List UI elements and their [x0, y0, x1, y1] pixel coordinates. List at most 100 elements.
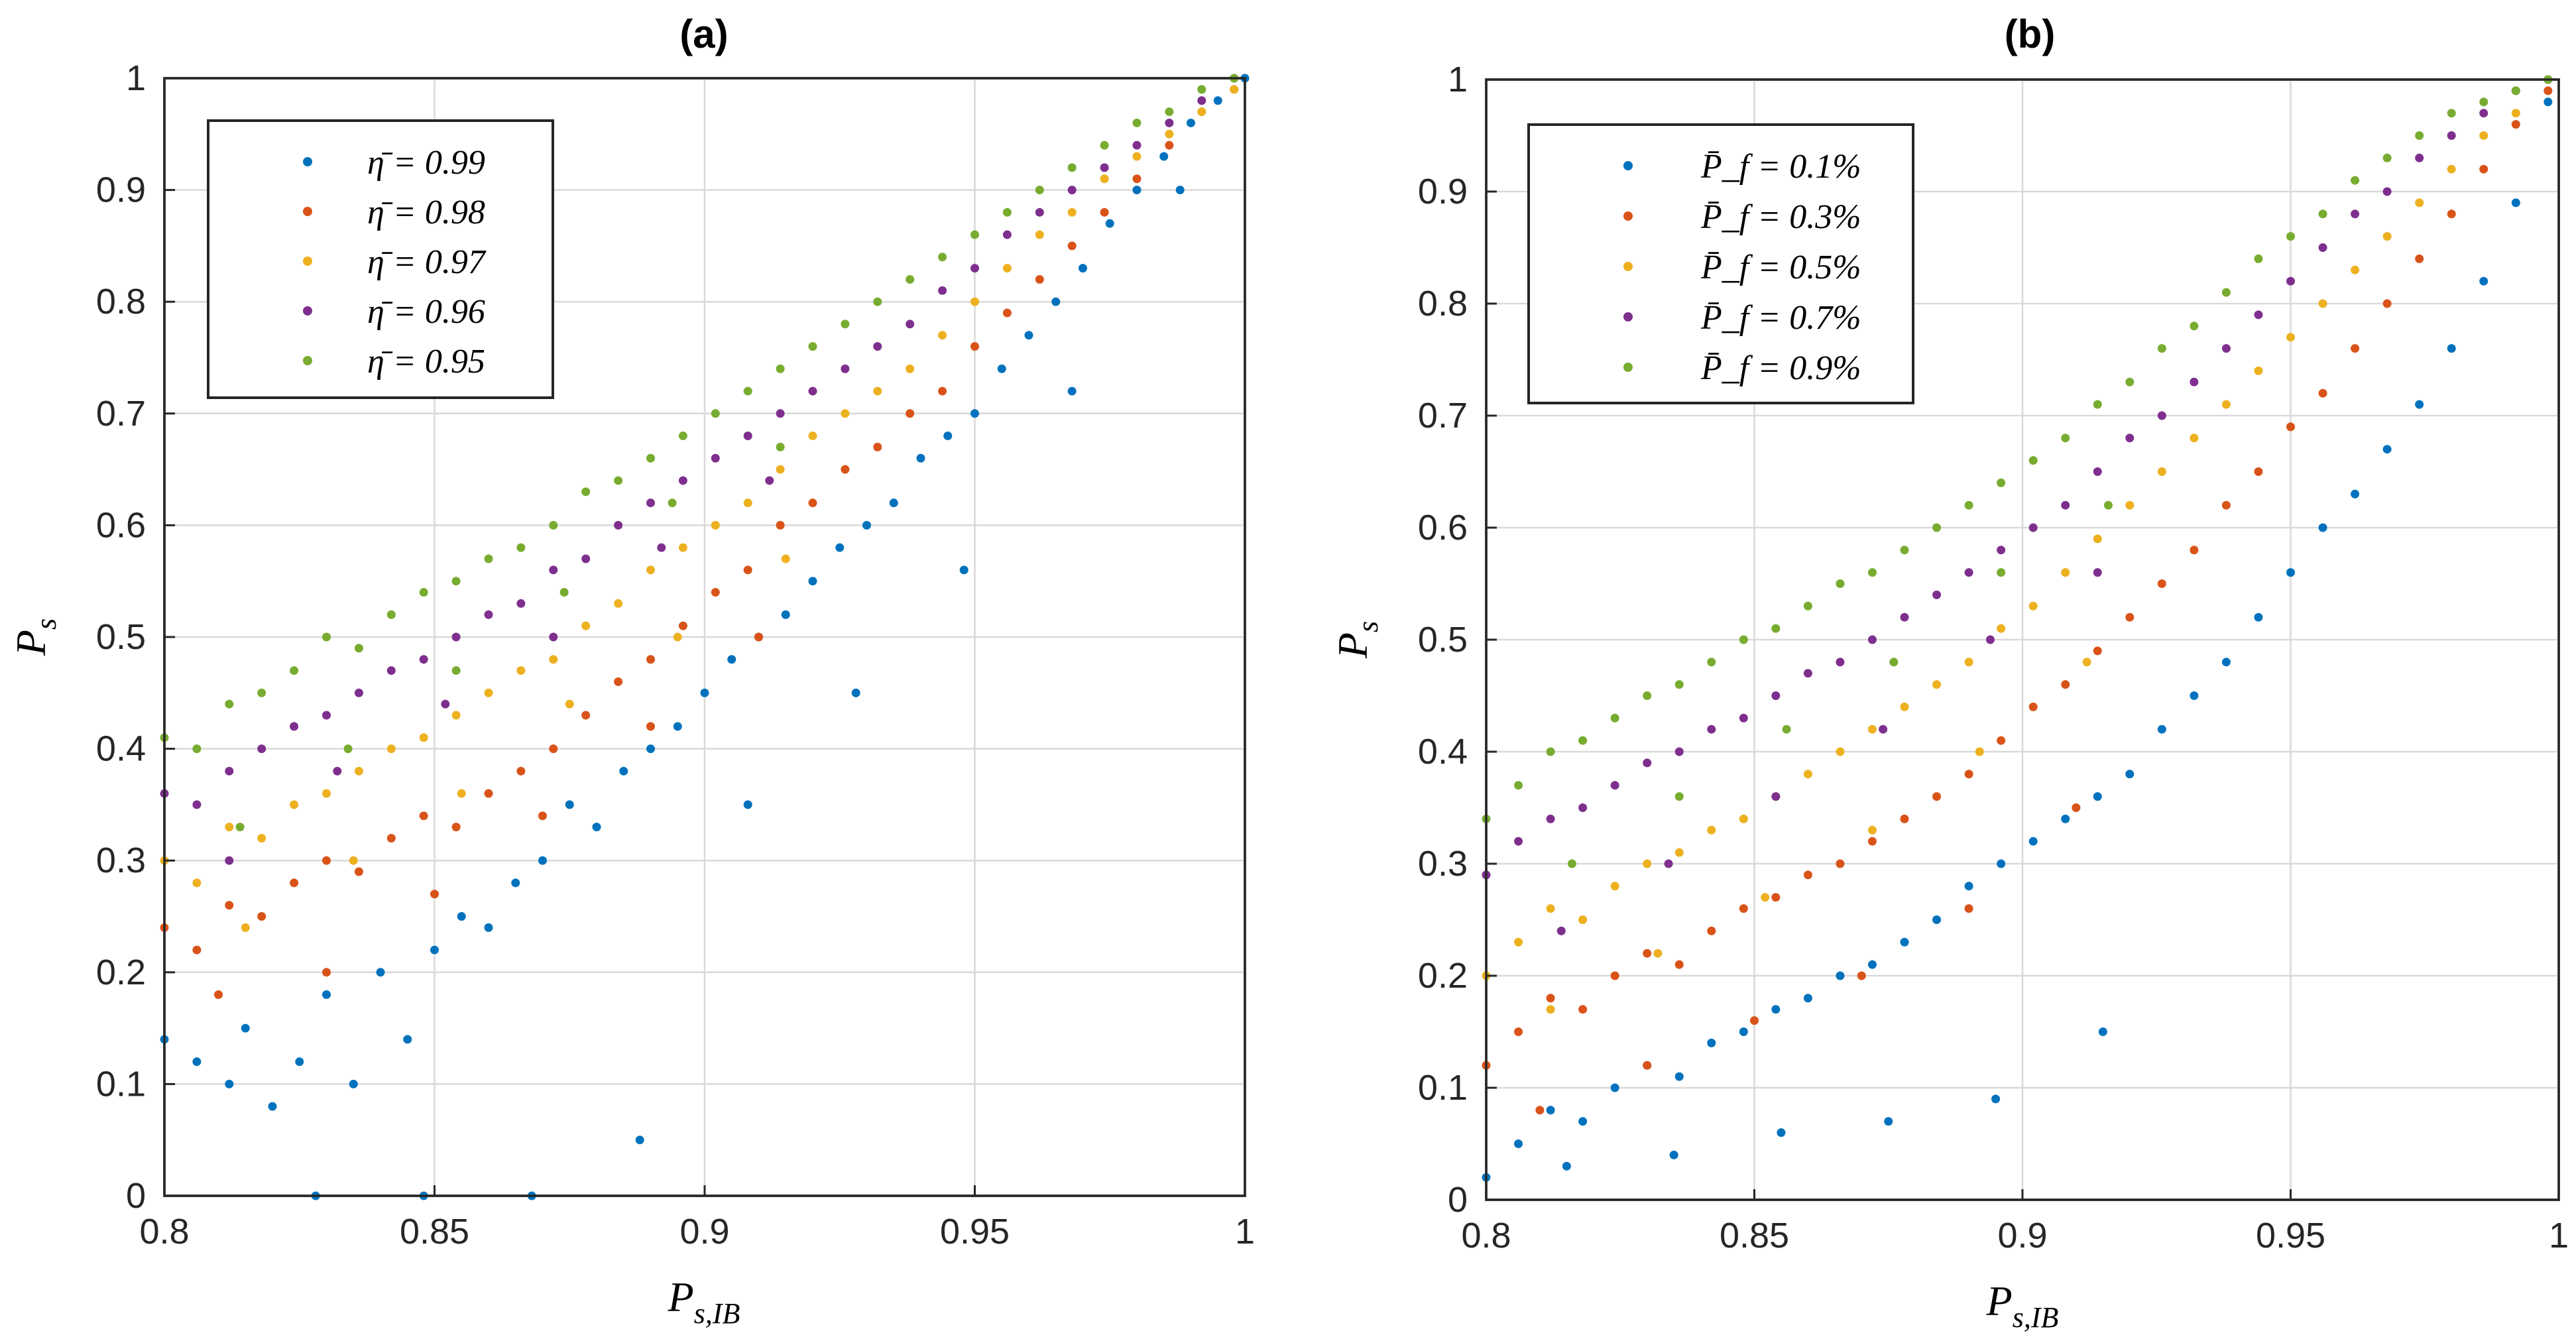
panel-a-series-3-point: [386, 666, 396, 675]
panel-b-legend-label-3: P̄_f = 0.7%: [1700, 299, 1861, 337]
panel-a-series-2-point: [646, 565, 655, 575]
panel-b-series-0-point: [1991, 1094, 2001, 1104]
panel-a-series-3-point: [225, 766, 234, 776]
panel-a-series-0-point: [889, 498, 898, 508]
panel-a-series-2-point: [354, 766, 363, 776]
panel-a-series-3-point: [192, 800, 202, 809]
panel-b-series-3-point: [2221, 344, 2231, 353]
panel-b-series-2-point: [1578, 915, 1588, 924]
panel-b-series-1-point: [1964, 904, 1973, 913]
panel-b-legend-label-4: P̄_f = 0.9%: [1700, 349, 1861, 387]
panel-b-series-1-point: [2254, 467, 2263, 476]
panel-b-series-3-point: [1867, 635, 1877, 644]
panel-b-series-1-point: [1739, 904, 1748, 913]
panel-a-series-1-point: [1067, 241, 1077, 251]
panel-b-series-1-point: [2093, 646, 2102, 656]
panel-a-legend-marker-1: [303, 207, 312, 216]
panel-a-legend-label-0: η̄ = 0.99: [367, 144, 485, 182]
panel-b-series-3-point: [1546, 814, 1555, 823]
panel-b-series-1-point: [2382, 299, 2392, 308]
panel-b-ytick-label-1: 0.1: [1418, 1068, 1468, 1108]
panel-a-series-0-point: [1159, 152, 1169, 161]
panel-b-series-0-point: [2351, 489, 2360, 498]
panel-b-series-1: [1482, 86, 2553, 1115]
panel-a-series-1-point: [257, 912, 266, 921]
panel-a-series-1-point: [808, 498, 817, 508]
panel-b-series-1-point: [1803, 870, 1812, 880]
panel-b-series-4-point: [2382, 153, 2392, 162]
panel-a-series-1-point: [841, 465, 850, 474]
panel-a-series-2-point: [1100, 174, 1109, 184]
panel-b-title: (b): [2005, 12, 2056, 56]
panel-a-series-3-point: [1100, 163, 1109, 172]
panel-a-series-4-point: [873, 297, 882, 306]
panel-b-series-0-point: [2544, 97, 2553, 107]
panel-b-series-2-point: [2415, 198, 2424, 207]
panel-a-series-2-point: [225, 823, 234, 832]
panel-b-series-4-point: [2061, 434, 2070, 443]
panel-b-series-2-point: [1761, 893, 1770, 902]
panel-a-series-3-point: [841, 364, 850, 373]
panel-b-series-0: [1482, 97, 2553, 1182]
panel-b-series-4-point: [2221, 288, 2231, 297]
panel-b-series-3-point: [1739, 713, 1748, 723]
panel-a-series-4-point: [322, 632, 331, 642]
panel-a-legend-marker-4: [303, 356, 312, 365]
panel-a-series-2-point: [808, 432, 817, 441]
panel-b-series-2-point: [1546, 904, 1555, 913]
panel-b-legend-marker-0: [1623, 161, 1633, 170]
panel-a-series-2-point: [1230, 85, 1239, 94]
panel-a-series-1-point: [214, 990, 223, 1000]
panel-a-series-1: [160, 85, 1239, 1000]
panel-a-series-2-point: [873, 386, 882, 396]
panel-a-xtick-label-3: 0.95: [940, 1212, 1010, 1252]
panel-a-xtick-label-4: 1: [1235, 1212, 1255, 1252]
panel-b-series-0-point: [2157, 725, 2166, 734]
panel-a: (a) 0.8 0.85 0.9 0.95 100.10.20.30.40.50.60.…: [7, 12, 1255, 1330]
panel-a-series-0-point: [225, 1079, 234, 1088]
panel-b-series-1-point: [2544, 86, 2553, 95]
panel-a-series-2-point: [673, 632, 682, 642]
panel-b-series-4-point: [2190, 321, 2199, 331]
panel-a-series-4-point: [1132, 118, 1142, 127]
panel-a-series-1-point: [678, 621, 687, 630]
panel-b-xlabel: Ps,IB: [1986, 1277, 2059, 1334]
panel-a-series-1-point: [322, 856, 331, 865]
panel-a-series-3-point: [257, 744, 266, 754]
panel-a-series-0-point: [781, 610, 790, 619]
panel-a-series-1-point: [1100, 207, 1109, 217]
panel-b-series-2-point: [1514, 937, 1523, 947]
panel-b-series-2-point: [1900, 702, 1909, 711]
panel-a-series-1-point: [873, 442, 882, 451]
panel-b-series-0-point: [2093, 792, 2102, 801]
panel-a-series-4: [160, 74, 1239, 832]
panel-a-series-1-point: [419, 811, 428, 821]
panel-b-series-4-point: [1803, 601, 1812, 611]
panel-a-series-4-point: [938, 253, 947, 262]
panel-a-series-3-point: [657, 543, 666, 552]
panel-b-series-3-point: [1610, 781, 1619, 790]
panel-a-series-3-point: [1067, 186, 1077, 195]
panel-a-series-3-point: [873, 342, 882, 351]
panel-b-series-3-point: [1514, 837, 1523, 846]
panel-a-legend-box: [207, 119, 554, 399]
panel-b-series-4-point: [2479, 97, 2488, 107]
panel-a-series-2-point: [451, 711, 461, 720]
panel-b-series-1-point: [1867, 837, 1877, 846]
panel-b-series-4-point: [1674, 680, 1684, 689]
panel-b-series-0-point: [1771, 1005, 1781, 1014]
panel-a-series-4-point: [354, 644, 363, 653]
panel-a-series-3-point: [1002, 230, 1012, 239]
panel-b-series-3-point: [2382, 187, 2392, 196]
panel-a-series-1-point: [192, 945, 202, 955]
panel-b-series-2-point: [1975, 747, 1984, 756]
panel-a-ytick-label-1: 0.1: [96, 1064, 146, 1104]
panel-b-series-4-point: [2028, 456, 2038, 465]
panel-b-series-4-point: [1782, 725, 1791, 734]
panel-b-series-0-point: [1578, 1117, 1588, 1126]
panel-a-series-0-point: [970, 409, 979, 418]
panel-a-series-0-point: [1213, 96, 1222, 105]
panel-b-series-4-point: [1514, 781, 1523, 790]
panel-a-xlabel-sub: s,IB: [694, 1297, 740, 1330]
panel-a-series-4-point: [906, 274, 915, 284]
